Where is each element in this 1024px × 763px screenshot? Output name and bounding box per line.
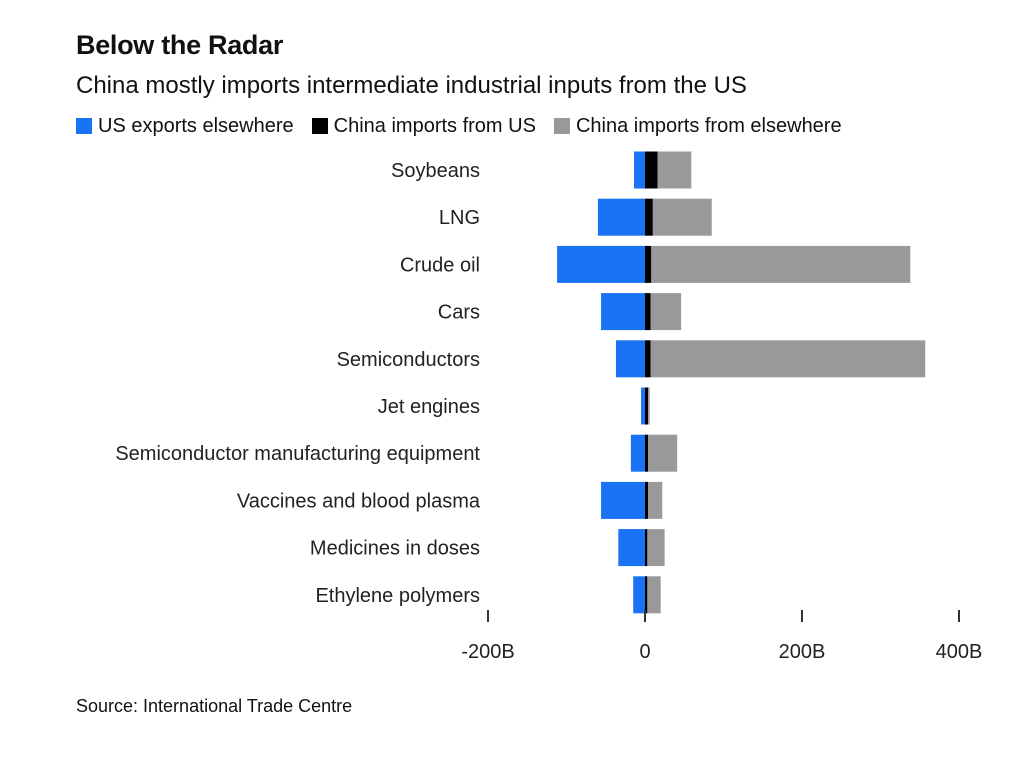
- bar-china-imports-from-elsewhere-semiconductor-manufacturing-equipment: [648, 434, 678, 472]
- legend-label-china-imports-from-us: China imports from US: [333, 114, 536, 137]
- bar-us-exports-elsewhere-jet-engines: [641, 387, 645, 425]
- category-label-lng: LNG: [439, 207, 480, 229]
- legend-swatch-china-imports-from-us: [311, 118, 328, 134]
- category-label-jet-engines: Jet engines: [378, 396, 480, 418]
- source-note: Source: International Trade Centre: [76, 696, 353, 716]
- bar-us-exports-elsewhere-medicines-in-doses: [618, 529, 645, 567]
- legend: US exports elsewhere China imports from …: [76, 114, 860, 138]
- legend-item-us-exports-elsewhere: US exports elsewhere: [76, 115, 294, 138]
- bar-us-exports-elsewhere-semiconductor-manufacturing-equipment: [630, 434, 645, 472]
- chart-subtitle: China mostly imports intermediate indust…: [76, 72, 747, 99]
- x-tick-label-3: 400B: [936, 641, 983, 663]
- bar-us-exports-elsewhere-soybeans: [634, 151, 645, 189]
- category-label-ethylene-polymers: Ethylene polymers: [315, 585, 480, 607]
- bar-china-imports-from-us-cars: [645, 293, 651, 331]
- bar-china-imports-from-elsewhere-semiconductors: [650, 340, 926, 378]
- x-tick-label-2: 200B: [779, 641, 826, 663]
- bar-china-imports-from-us-semiconductors: [645, 340, 651, 378]
- bar-china-imports-from-elsewhere-crude-oil: [651, 245, 911, 283]
- bar-us-exports-elsewhere-lng: [597, 198, 645, 236]
- chart-title: Below the Radar: [76, 30, 284, 60]
- bar-china-imports-from-elsewhere-medicines-in-doses: [647, 529, 665, 567]
- category-label-cars: Cars: [438, 302, 480, 324]
- bar-china-imports-from-elsewhere-ethylene-polymers: [647, 576, 661, 614]
- bar-china-imports-from-us-semiconductor-manufacturing-equipment: [645, 434, 649, 472]
- bar-china-imports-from-us-soybeans: [645, 151, 658, 189]
- bar-china-imports-from-us-jet-engines: [645, 387, 649, 425]
- legend-label-china-imports-from-elsewhere: China imports from elsewhere: [575, 114, 842, 137]
- category-label-medicines-in-doses: Medicines in doses: [310, 538, 480, 560]
- bar-us-exports-elsewhere-semiconductors: [615, 340, 645, 378]
- bar-china-imports-from-elsewhere-vaccines-and-blood-plasma: [648, 481, 663, 519]
- legend-item-china-imports-from-elsewhere: China imports from elsewhere: [553, 114, 842, 138]
- bar-china-imports-from-us-lng: [645, 198, 653, 236]
- bar-us-exports-elsewhere-vaccines-and-blood-plasma: [601, 481, 645, 519]
- bar-china-imports-from-elsewhere-lng: [652, 198, 712, 236]
- bar-china-imports-from-elsewhere-soybeans: [657, 151, 692, 189]
- bar-china-imports-from-us-vaccines-and-blood-plasma: [645, 481, 649, 519]
- bar-china-imports-from-us-crude-oil: [645, 245, 652, 283]
- legend-item-china-imports-from-us: China imports from US: [311, 114, 536, 138]
- bar-us-exports-elsewhere-ethylene-polymers: [633, 576, 645, 614]
- category-label-semiconductor-manufacturing-equipment: Semiconductor manufacturing equipment: [115, 443, 480, 465]
- bar-china-imports-from-elsewhere-jet-engines: [648, 387, 650, 425]
- x-tick-label-0: -200B: [461, 641, 514, 663]
- x-tick-label-1: 0: [639, 641, 650, 663]
- bar-china-imports-from-us-ethylene-polymers: [645, 576, 648, 614]
- category-label-semiconductors: Semiconductors: [337, 349, 480, 371]
- category-label-crude-oil: Crude oil: [400, 254, 480, 276]
- bar-us-exports-elsewhere-cars: [601, 293, 645, 331]
- bar-china-imports-from-elsewhere-cars: [650, 293, 682, 331]
- category-label-soybeans: Soybeans: [391, 160, 480, 182]
- bar-us-exports-elsewhere-crude-oil: [557, 245, 645, 283]
- legend-swatch-us-exports-elsewhere: [76, 118, 92, 134]
- bar-china-imports-from-us-medicines-in-doses: [645, 529, 648, 567]
- category-label-vaccines-and-blood-plasma: Vaccines and blood plasma: [237, 490, 481, 512]
- legend-label-us-exports-elsewhere: US exports elsewhere: [98, 114, 294, 137]
- legend-swatch-china-imports-from-elsewhere: [553, 118, 570, 134]
